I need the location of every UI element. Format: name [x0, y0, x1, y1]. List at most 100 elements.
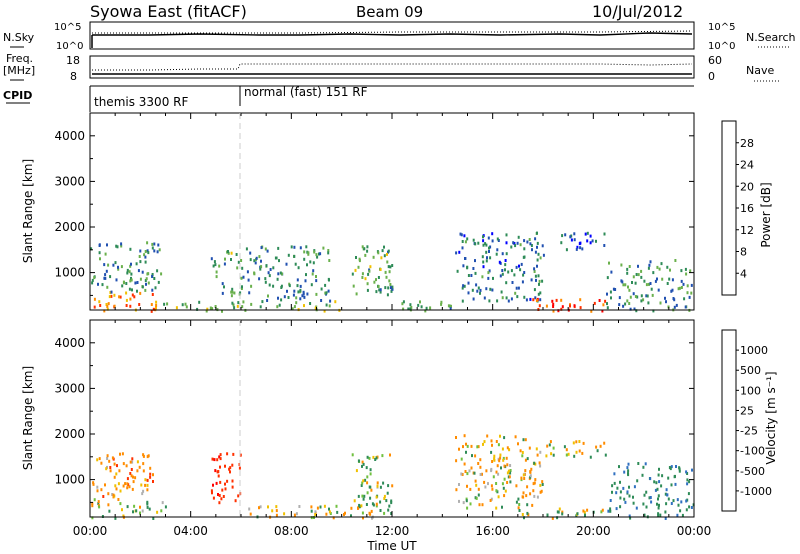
range-gate-cell: [389, 265, 392, 269]
range-gate-cell: [355, 469, 358, 473]
range-gate-cell: [456, 269, 459, 273]
range-gate-cell: [212, 483, 214, 487]
range-gate-cell: [310, 509, 313, 513]
range-gate-cell: [119, 489, 122, 493]
colorbar-frame: [721, 329, 737, 512]
power-y-axis: 1000 2000 3000 4000: [54, 129, 694, 296]
range-gate-cell: [474, 271, 477, 275]
range-gate-cell: [136, 289, 138, 293]
range-gate-cell: [560, 298, 563, 302]
range-gate-cell: [601, 508, 604, 512]
range-gate-cell: [231, 301, 234, 305]
range-gate-cell: [518, 264, 520, 268]
range-gate-cell: [380, 256, 383, 260]
range-gate-cell: [461, 246, 464, 250]
range-gate-cell: [277, 272, 280, 276]
range-gate-cell: [295, 301, 298, 305]
range-gate-cell: [541, 244, 544, 248]
range-gate-cell: [131, 457, 134, 461]
range-gate-cell: [491, 443, 493, 447]
range-gate-cell: [479, 288, 482, 292]
range-gate-cell: [521, 280, 524, 284]
range-gate-cell: [229, 470, 231, 474]
range-gate-cell: [455, 436, 457, 439]
range-gate-cell: [261, 300, 264, 304]
range-gate-cell: [467, 291, 470, 295]
range-gate-cell: [130, 278, 133, 282]
cpid-segment-1: themis 3300 RF: [94, 95, 188, 109]
range-gate-cell: [466, 266, 469, 270]
range-gate-cell: [360, 484, 363, 487]
range-gate-cell: [129, 472, 132, 475]
range-gate-cell: [490, 439, 493, 443]
range-gate-cell: [684, 267, 687, 271]
range-gate-cell: [522, 473, 525, 477]
range-gate-cell: [517, 497, 520, 501]
range-gate-cell: [125, 282, 128, 285]
range-gate-cell: [596, 449, 599, 453]
range-gate-cell: [659, 301, 662, 305]
range-gate-cell: [619, 480, 621, 484]
range-gate-cell: [595, 445, 598, 449]
range-gate-cell: [384, 270, 387, 274]
range-gate-cell: [548, 443, 551, 447]
range-gate-cell: [145, 277, 148, 281]
range-gate-cell: [211, 307, 214, 311]
range-gate-cell: [474, 496, 477, 500]
time-x-axis: 00:00 04:00 08:00 12:00 16:00 20:00 00:00: [73, 113, 712, 538]
range-gate-cell: [389, 283, 392, 286]
range-gate-cell: [295, 512, 298, 516]
range-gate-cell: [667, 497, 670, 501]
range-gate-cell: [136, 460, 139, 464]
range-gate-cell: [302, 292, 305, 296]
range-gate-cell: [526, 511, 529, 515]
range-gate-cell: [366, 288, 369, 292]
range-gate-cell: [530, 278, 533, 282]
x-tick-label: 00:00: [677, 524, 712, 538]
range-gate-cell: [242, 275, 245, 279]
range-gate-cell: [217, 474, 220, 478]
range-gate-cell: [306, 292, 309, 296]
range-gate-cell: [507, 299, 510, 303]
range-gate-cell: [491, 487, 494, 491]
range-gate-cell: [249, 258, 252, 262]
range-gate-cell: [287, 253, 290, 257]
range-gate-cell: [640, 299, 643, 303]
range-gate-cell: [668, 277, 671, 281]
range-gate-cell: [622, 304, 625, 308]
range-gate-cell: [198, 300, 201, 304]
range-gate-cell: [485, 259, 488, 263]
range-gate-cell: [407, 307, 410, 311]
range-gate-cell: [490, 484, 493, 488]
range-gate-cell: [196, 307, 199, 311]
range-gate-cell: [462, 264, 465, 268]
range-gate-cell: [365, 503, 368, 506]
range-gate-cell: [91, 516, 94, 520]
range-gate-cell: [117, 482, 120, 486]
range-gate-cell: [102, 495, 105, 498]
range-gate-cell: [119, 502, 122, 506]
range-gate-cell: [634, 281, 637, 285]
range-gate-cell: [379, 509, 382, 512]
range-gate-cell: [419, 300, 421, 304]
range-gate-cell: [462, 445, 464, 449]
range-gate-cell: [636, 295, 639, 299]
range-gate-cell: [643, 493, 646, 497]
range-gate-cell: [675, 303, 678, 307]
range-gate-cell: [657, 506, 660, 510]
colorbar-tick-label: 100: [740, 384, 761, 397]
range-gate-cell: [224, 464, 226, 468]
range-gate-cell: [530, 244, 533, 247]
range-gate-cell: [114, 261, 117, 265]
range-gate-cell: [515, 286, 518, 290]
range-gate-cell: [146, 478, 149, 482]
range-gate-cell: [122, 462, 125, 466]
range-gate-cell: [530, 467, 533, 471]
range-gate-cell: [151, 293, 154, 296]
range-gate-cell: [461, 240, 464, 243]
range-gate-cell: [146, 483, 149, 487]
range-gate-cell: [564, 233, 567, 237]
range-gate-cell: [128, 270, 131, 274]
range-gate-cell: [220, 497, 223, 501]
range-gate-cell: [455, 488, 458, 492]
